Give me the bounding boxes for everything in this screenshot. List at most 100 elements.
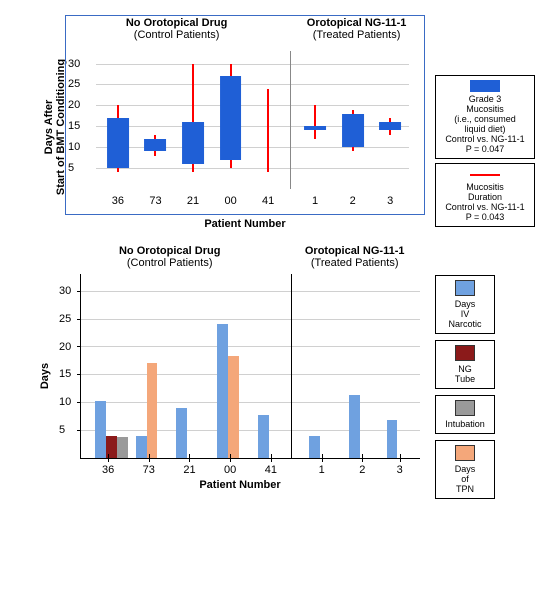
legend-item: MucositisDurationControl vs. NG-11-1P = … (435, 163, 535, 227)
legend-text: Control vs. NG-11-1 (440, 134, 530, 144)
legend-item: DaysIVNarcotic (435, 275, 495, 334)
chart2-plot-area: 510152025303673210041123 (80, 274, 420, 459)
chart2-plotbox: 510152025303673210041123 Patient Number (55, 269, 425, 489)
grid-line (96, 168, 409, 169)
x-tick-label: 21 (183, 464, 195, 476)
legend-text: Days (438, 299, 492, 309)
legend-text: Days (438, 464, 492, 474)
y-tick-label: 15 (68, 120, 80, 132)
x-tick-mark (108, 454, 109, 462)
bar (387, 420, 398, 458)
y-tick-mark (77, 374, 81, 375)
x-tick-label: 36 (102, 464, 114, 476)
chart2-x-label: Patient Number (55, 479, 425, 491)
grid-line (81, 374, 420, 375)
group-divider (290, 51, 291, 189)
x-tick-label: 73 (143, 464, 155, 476)
y-tick-mark (77, 291, 81, 292)
chart2-y-label: Days (39, 346, 51, 406)
y-tick-label: 20 (68, 99, 80, 111)
legend-text: Narcotic (438, 319, 492, 329)
legend-text: Intubation (438, 419, 492, 429)
legend-swatch (455, 280, 475, 296)
y-tick-mark (77, 430, 81, 431)
bar (117, 437, 128, 458)
x-tick-mark (271, 454, 272, 462)
x-tick-label: 1 (312, 195, 318, 207)
legend-item: Intubation (435, 395, 495, 434)
legend-text: NG (438, 364, 492, 374)
legend-text: Tube (438, 374, 492, 384)
bar (309, 436, 320, 458)
legend-text: Duration (440, 192, 530, 202)
legend-text: (i.e., consumed (440, 114, 530, 124)
legend-swatch (470, 174, 500, 176)
bar (136, 436, 147, 458)
chart1-legend: Grade 3Mucositis(i.e., consumedliquid di… (435, 75, 535, 231)
legend-text: liquid diet) (440, 124, 530, 134)
box (304, 126, 326, 130)
x-tick-mark (400, 454, 401, 462)
chart2-container: No Orotopical Drug (Control Patients) Or… (10, 245, 530, 489)
chart1-plot-area: 510152025303673210041123 (96, 51, 409, 189)
x-tick-mark (322, 454, 323, 462)
x-tick-mark (362, 454, 363, 462)
y-tick-label: 5 (59, 424, 65, 436)
x-tick-label: 00 (224, 195, 236, 207)
x-tick-label: 21 (187, 195, 199, 207)
y-tick-mark (77, 319, 81, 320)
box (182, 122, 204, 164)
y-tick-label: 30 (68, 58, 80, 70)
box (107, 118, 129, 168)
y-tick-mark (77, 346, 81, 347)
whisker (314, 105, 316, 138)
x-tick-label: 41 (265, 464, 277, 476)
y-tick-label: 10 (59, 396, 71, 408)
grid-line (81, 346, 420, 347)
y-tick-label: 5 (68, 162, 74, 174)
box (342, 114, 364, 147)
y-tick-label: 10 (68, 141, 80, 153)
chart2-subtitle-left: (Control Patients) (55, 257, 284, 269)
group-divider (291, 274, 292, 458)
grid-line (96, 84, 409, 85)
y-tick-label: 20 (59, 341, 71, 353)
chart2-subtitle-right: (Treated Patients) (284, 257, 425, 269)
legend-text: Control vs. NG-11-1 (440, 202, 530, 212)
legend-text: IV (438, 309, 492, 319)
box (220, 76, 242, 160)
bar (176, 408, 187, 458)
x-tick-label: 2 (359, 464, 365, 476)
x-tick-mark (149, 454, 150, 462)
grid-line (81, 430, 420, 431)
grid-line (81, 402, 420, 403)
grid-line (81, 291, 420, 292)
legend-item: Grade 3Mucositis(i.e., consumedliquid di… (435, 75, 535, 159)
chart1-plotbox: 510152025303673210041123 (65, 15, 425, 215)
y-tick-mark (77, 402, 81, 403)
whisker (267, 89, 269, 173)
legend-text: P = 0.047 (440, 144, 530, 154)
box (379, 122, 401, 130)
legend-text: TPN (438, 484, 492, 494)
legend-item: NGTube (435, 340, 495, 389)
bar (147, 363, 158, 458)
chart1-y-label: Days AfterStart of BMT Conditioning (43, 47, 67, 207)
x-tick-label: 1 (319, 464, 325, 476)
chart2-titles: No Orotopical Drug (Control Patients) Or… (55, 245, 425, 269)
legend-swatch (470, 80, 500, 92)
x-tick-label: 3 (387, 195, 393, 207)
bar (95, 401, 106, 458)
y-tick-label: 30 (59, 285, 71, 297)
chart1-container: No Orotopical Drug (Control Patients) Or… (10, 15, 530, 215)
chart2-title-right: Orotopical NG-11-1 (284, 245, 425, 257)
x-tick-label: 41 (262, 195, 274, 207)
x-tick-label: 00 (224, 464, 236, 476)
x-tick-mark (189, 454, 190, 462)
legend-text: Mucositis (440, 104, 530, 114)
legend-text: P = 0.043 (440, 212, 530, 222)
chart1-x-label: Patient Number (65, 218, 425, 230)
y-tick-label: 15 (59, 368, 71, 380)
legend-item: DaysofTPN (435, 440, 495, 499)
legend-text: Grade 3 (440, 94, 530, 104)
